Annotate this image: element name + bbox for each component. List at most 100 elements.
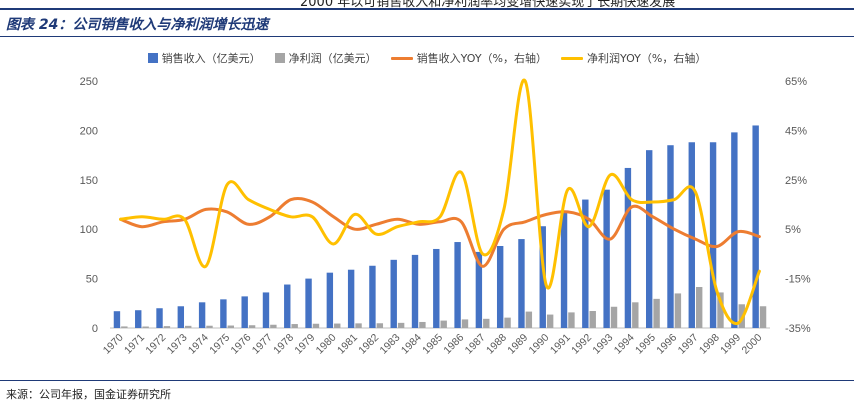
bar-net-profit [483, 318, 490, 328]
bottom-rule [0, 380, 854, 381]
legend-item-revenue: 销售收入（亿美元） [147, 50, 261, 66]
x-tick-label: 1980 [314, 332, 339, 357]
bar-net-profit [504, 317, 511, 328]
bar-net-profit [121, 326, 128, 328]
x-tick-label: 1988 [484, 332, 509, 357]
bar-revenue [709, 142, 717, 328]
y-right-tick-label: 65% [785, 76, 807, 88]
bar-net-profit [163, 326, 171, 328]
y-left-tick-label: 50 [86, 274, 98, 286]
bar-net-profit [759, 306, 767, 328]
x-tick-label: 1983 [378, 332, 403, 357]
x-tick-label: 1996 [654, 332, 679, 357]
x-tick-label: 1977 [250, 332, 275, 357]
x-tick-label: 1984 [399, 332, 424, 357]
bar-net-profit [440, 320, 447, 328]
x-tick-label: 1973 [165, 332, 190, 357]
x-tick-label: 1982 [356, 332, 381, 357]
title-rule [0, 36, 854, 37]
bar-revenue [220, 299, 227, 328]
bar-net-profit [717, 292, 724, 328]
legend-label-profit: 净利润（亿美元） [288, 52, 377, 65]
y-right-tick-label: 25% [785, 175, 807, 187]
bar-net-profit [568, 312, 575, 328]
bar-net-profit [695, 286, 703, 328]
bar-revenue [390, 259, 397, 328]
bar-revenue [667, 145, 674, 328]
x-tick-label: 1994 [612, 332, 637, 357]
bar-revenue [560, 211, 568, 328]
bar-net-profit [674, 293, 682, 328]
x-tick-label: 1978 [271, 332, 296, 357]
x-tick-label: 1976 [229, 332, 254, 357]
y-right-tick-label: 45% [785, 125, 807, 137]
bar-revenue [284, 284, 291, 328]
bar-net-profit [419, 321, 426, 328]
bar-revenue [135, 310, 142, 328]
source-note: 来源：公司年报，国金证券研究所 [6, 388, 171, 401]
x-tick-label: 1981 [335, 332, 360, 357]
bar-net-profit [142, 326, 149, 328]
bar-revenue [582, 199, 589, 328]
y-right-tick-label: -15% [785, 274, 811, 286]
legend-swatch-profit [274, 53, 285, 63]
bar-revenue [411, 254, 419, 328]
x-tick-label: 1975 [207, 332, 232, 357]
x-tick-label: 1999 [718, 332, 743, 357]
x-tick-label: 1998 [697, 332, 722, 357]
y-left-tick-label: 250 [80, 76, 98, 88]
bar-revenue [646, 150, 653, 328]
chart-legend: 销售收入（亿美元） 净利润（亿美元） 销售收入YOY（%，右轴） 净利润YOY（… [0, 50, 854, 66]
legend-label-revenue-yoy: 销售收入YOY（%，右轴） [416, 52, 547, 65]
bar-net-profit [610, 306, 618, 328]
x-tick-label: 1997 [676, 332, 701, 357]
x-tick-label: 1970 [101, 332, 126, 357]
bar-revenue [539, 226, 546, 328]
y-left-tick-label: 200 [80, 125, 98, 137]
x-tick-label: 1985 [420, 332, 445, 357]
legend-item-profit: 净利润（亿美元） [274, 50, 377, 66]
bar-net-profit [312, 323, 320, 328]
y-left-tick-label: 150 [80, 175, 98, 187]
bar-net-profit [632, 302, 639, 328]
bar-net-profit [185, 325, 192, 328]
bar-revenue [688, 142, 695, 328]
y-left-tick-label: 100 [80, 224, 98, 236]
x-tick-label: 1986 [441, 332, 466, 357]
x-tick-label: 1995 [633, 332, 658, 357]
bar-revenue [603, 189, 610, 328]
bar-net-profit [355, 323, 362, 328]
bar-net-profit [525, 311, 533, 328]
bar-net-profit [248, 325, 256, 328]
header-cut-text: 2000 年以可销售收入和净利润率均变增快速实现了长期快速发展 [300, 0, 676, 10]
top-rule [0, 8, 854, 10]
bar-revenue [262, 292, 270, 328]
y-right-tick-label: -35% [785, 323, 811, 335]
legend-label-revenue: 销售收入（亿美元） [161, 52, 261, 65]
bar-revenue [496, 245, 504, 328]
bar-net-profit [206, 325, 213, 328]
bar-revenue [624, 167, 632, 328]
bar-revenue [241, 296, 248, 328]
bar-net-profit [589, 311, 596, 328]
bar-revenue [305, 278, 312, 328]
x-tick-label: 1992 [569, 332, 594, 357]
bar-revenue [113, 311, 121, 328]
x-tick-label: 2000 [739, 332, 764, 357]
y-left-tick-label: 0 [92, 323, 98, 335]
x-tick-label: 1990 [527, 332, 552, 357]
bar-net-profit [397, 322, 405, 328]
bar-net-profit [291, 324, 298, 328]
bar-net-profit [270, 324, 277, 328]
bar-revenue [156, 308, 163, 328]
legend-item-profit-yoy: 净利润YOY（%，右轴） [561, 50, 706, 66]
bar-net-profit [376, 323, 384, 328]
line-revenue-yoy [119, 196, 761, 268]
legend-item-revenue-yoy: 销售收入YOY（%，右轴） [390, 50, 547, 66]
bar-net-profit [546, 314, 554, 328]
x-tick-label: 1987 [463, 332, 488, 357]
bar-net-profit [461, 319, 469, 328]
x-tick-label: 1993 [590, 332, 615, 357]
bar-revenue [347, 269, 355, 328]
bar-net-profit [653, 298, 660, 328]
